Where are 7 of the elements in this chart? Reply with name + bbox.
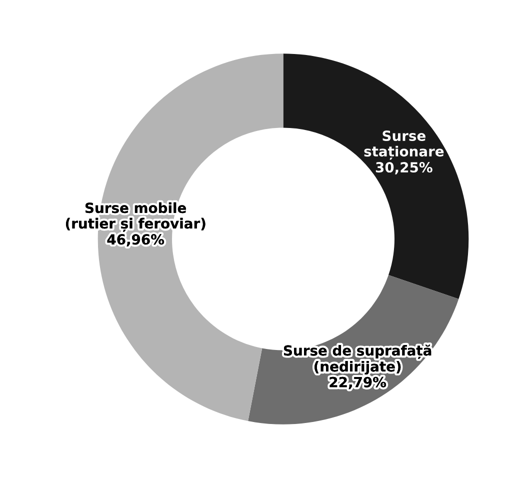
donut-slice <box>283 54 469 300</box>
data-label: 46,96% <box>107 234 164 246</box>
data-label: 22,79% <box>330 376 386 390</box>
slice-label: Surse de suprafață (nedirijate) <box>284 344 432 375</box>
slice-label: Surse mobile (rutier și feroviar) <box>66 202 206 232</box>
slice-label: Surse staționare <box>364 130 444 160</box>
data-label: 30,25% <box>376 162 432 174</box>
